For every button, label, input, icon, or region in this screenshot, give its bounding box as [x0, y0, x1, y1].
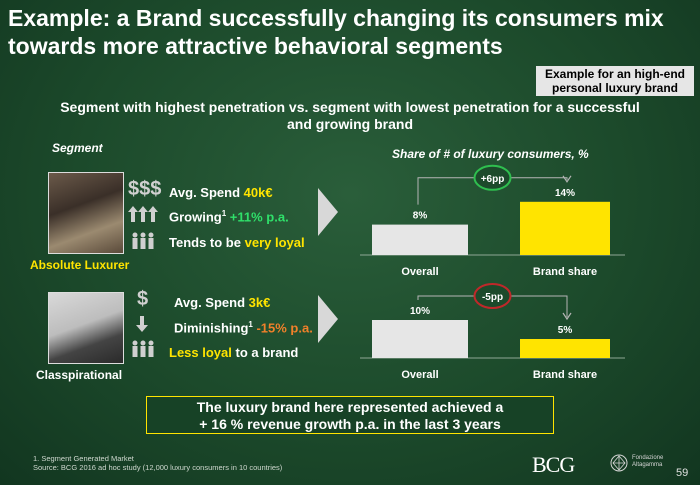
classpirational-photo [48, 292, 124, 364]
dollar-icon: $ [137, 288, 149, 310]
callout-line-1: The luxury brand here represented achiev… [196, 399, 504, 415]
data-label: 10% [410, 306, 430, 317]
segment-column-header: Segment [52, 141, 103, 155]
partner-line-1: Fondazione [632, 455, 664, 461]
loyalty-value: very loyal [244, 235, 305, 250]
difference-circle [473, 283, 512, 309]
category-label: Overall [401, 369, 438, 381]
page-number: 59 [676, 467, 689, 479]
share-bar-charts: 8% Overall 14% Brand share +6pp 10% Overall 5% B… [360, 164, 625, 381]
chevron-right-icon [318, 295, 338, 343]
triple-up-arrow-icon [128, 206, 158, 227]
callout-line-2: + 16 % revenue growth p.a. in the last 3… [199, 416, 501, 432]
footnote-marker: 1 [221, 209, 227, 218]
loyalty-value: to a brand [231, 345, 299, 360]
data-label: 14% [555, 188, 575, 199]
spend-value: 40k€ [243, 185, 273, 200]
category-label: Brand share [533, 369, 597, 381]
partner-logo-text: Fondazione Altagamma [632, 455, 663, 469]
partner-line-2: Altagamma [632, 462, 663, 468]
bar-brand-share [520, 339, 610, 358]
footnote-1: 1. Segment Generated Market [33, 454, 134, 463]
loyalty-prefix: Less loyal [169, 345, 232, 360]
conclusion-callout: The luxury brand here represented achiev… [146, 396, 554, 434]
loyalty-prefix: Tends to be [169, 235, 245, 250]
share-column-header: Share of # of luxury consumers, % [392, 147, 589, 161]
category-label: Overall [401, 266, 438, 278]
growth-attribute-1: Growing1 +11% p.a. [169, 209, 289, 224]
difference-label: +6pp [481, 174, 505, 185]
spend-attribute-2: Avg. Spend 3k€ [174, 295, 270, 310]
dollar-triple-icon: $$$ [128, 178, 162, 200]
data-label: 8% [413, 211, 428, 222]
spend-attribute-1: Avg. Spend 40k€ [169, 185, 273, 200]
bar-overall [372, 320, 468, 358]
bcg-logo: BCG [532, 452, 575, 477]
spend-value: 3k€ [248, 295, 271, 310]
people-group-icon [131, 340, 155, 363]
slide-subtitle: Segment with highest penetration vs. seg… [60, 99, 640, 132]
down-arrow-icon [136, 316, 148, 337]
bar-overall [372, 224, 468, 255]
segment-name-classpirational: Classpirational [36, 368, 123, 382]
arrow-down-icon [562, 175, 572, 183]
difference-label: -5pp [482, 292, 503, 303]
growth-label: Growing [169, 209, 222, 225]
source-note: Source: BCG 2016 ad hoc study (12,000 lu… [33, 463, 283, 472]
arrow-down-icon [562, 312, 572, 321]
altagamma-logo-icon [610, 454, 628, 472]
category-label: Brand share [533, 266, 597, 278]
chevron-right-icon [318, 188, 338, 236]
loyalty-attribute-2: Less loyal to a brand [169, 345, 298, 360]
bar-brand-share [520, 201, 610, 255]
people-group-icon [131, 232, 155, 255]
difference-circle [473, 164, 512, 191]
example-label-box: Example for an high-end personal luxury … [536, 66, 694, 96]
spend-label: Avg. Spend [174, 295, 249, 310]
segment-name-absolute-luxurer: Absolute Luxurer [30, 258, 130, 272]
growth-value: -15% p.a. [252, 320, 313, 336]
loyalty-attribute-1: Tends to be very loyal [169, 235, 305, 250]
growth-value: +11% p.a. [226, 209, 289, 225]
slide-title: Example: a Brand successfully changing i… [8, 5, 664, 59]
growth-label: Diminishing [174, 320, 249, 336]
growth-attribute-2: Diminishing1 -15% p.a. [174, 320, 313, 335]
data-label: 5% [558, 325, 573, 336]
luxurer-photo [48, 172, 124, 254]
spend-label: Avg. Spend [169, 185, 244, 200]
footnote-marker: 1 [248, 320, 253, 329]
